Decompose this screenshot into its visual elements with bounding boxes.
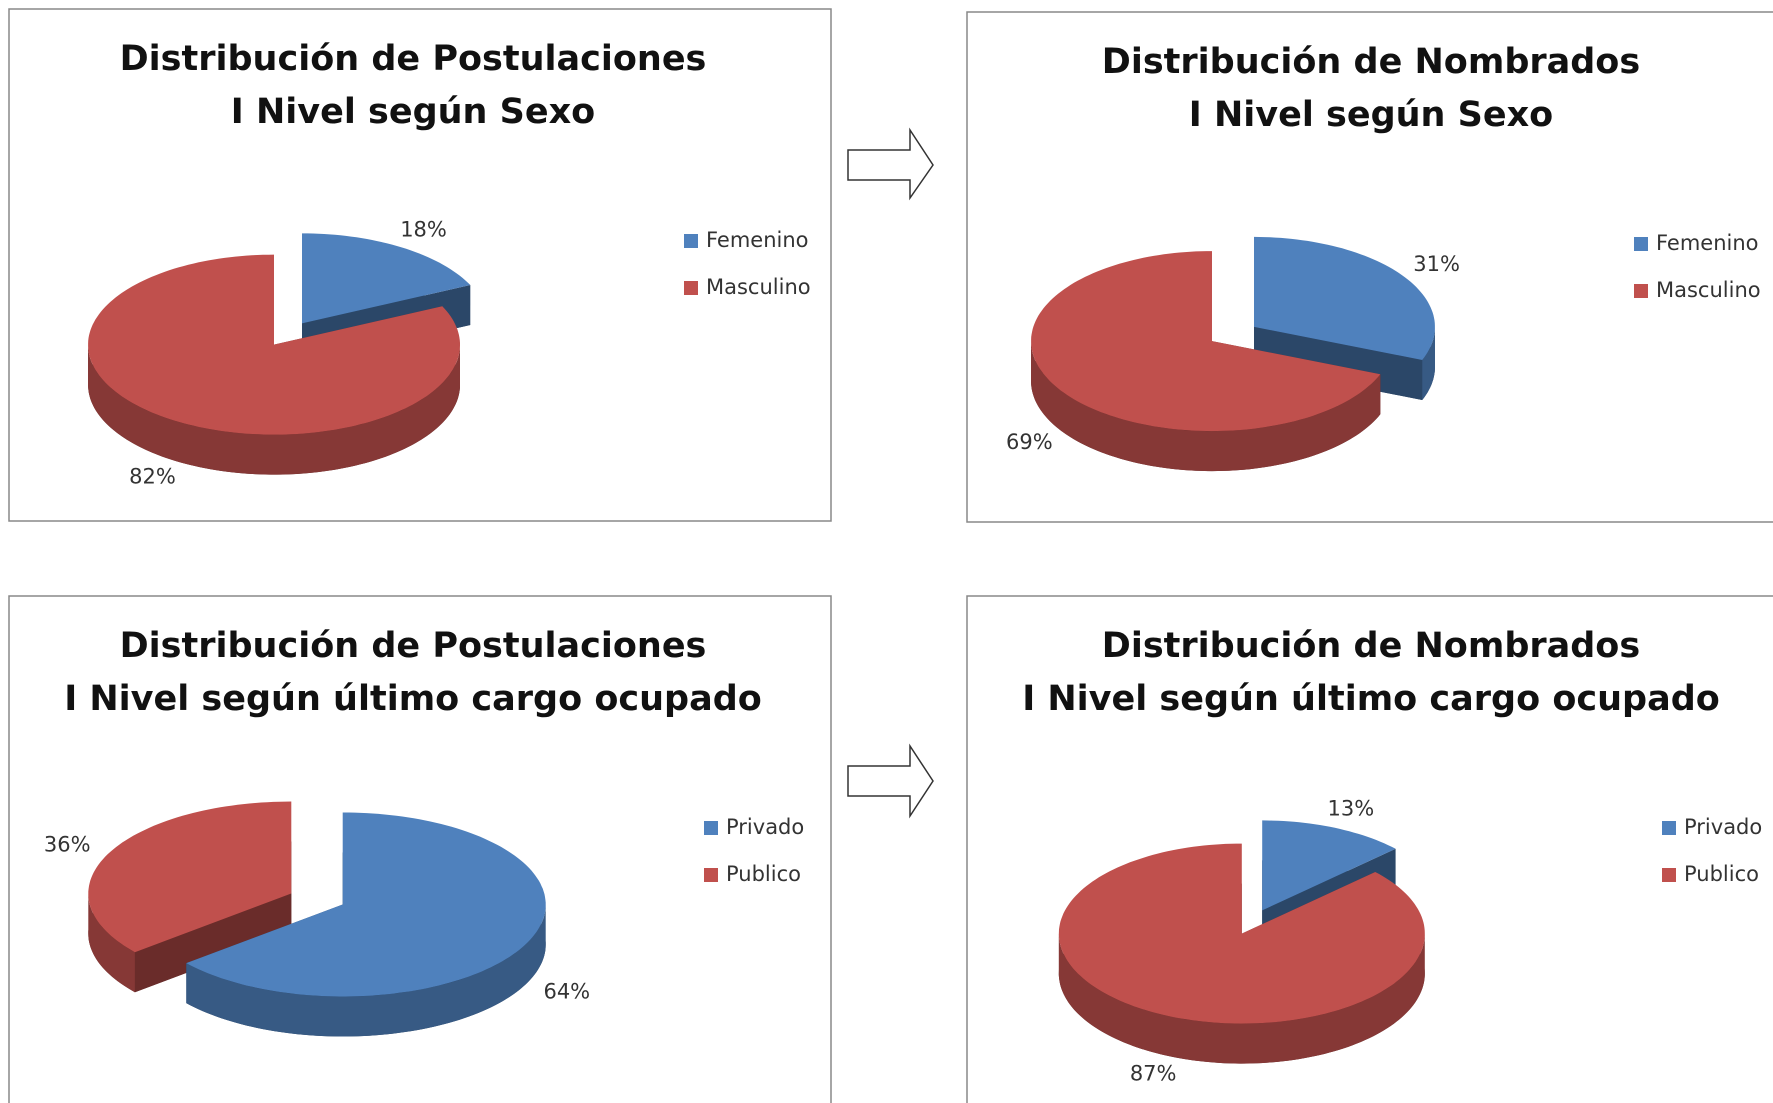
chart-title: Distribución de Postulaciones xyxy=(120,39,707,79)
data-label: 82% xyxy=(129,464,176,488)
slice-side xyxy=(1058,933,1425,1064)
slice-side xyxy=(1422,326,1435,400)
chart-title: I Nivel según último cargo ocupado xyxy=(64,679,762,719)
chart-title: I Nivel según último cargo ocupado xyxy=(1022,679,1720,719)
pie-slice xyxy=(186,812,546,997)
chart-title: I Nivel según Sexo xyxy=(231,92,595,132)
chart-panel: Distribución de Nombrados I Nivel según S… xyxy=(966,11,1773,523)
legend-label: Publico xyxy=(726,862,801,886)
pie-slice xyxy=(1058,843,1425,1024)
legend-label: Masculino xyxy=(706,275,811,299)
legend-swatch xyxy=(1662,821,1676,835)
data-label: 31% xyxy=(1413,252,1460,276)
data-label: 69% xyxy=(1006,430,1053,454)
chart-title: I Nivel según Sexo xyxy=(1189,95,1553,135)
pie-slice xyxy=(88,801,292,953)
pie-slice xyxy=(1262,820,1396,911)
chart-panel: Distribución de Postulaciones I Nivel seg… xyxy=(8,595,832,1103)
legend-swatch xyxy=(1634,284,1648,298)
data-label: 36% xyxy=(44,833,91,857)
chart-title: Distribución de Nombrados xyxy=(1102,626,1640,666)
slice-side xyxy=(1031,341,1381,472)
slice-side xyxy=(88,893,135,993)
data-label: 64% xyxy=(543,979,590,1003)
arrow xyxy=(847,127,934,201)
data-label: 18% xyxy=(400,218,447,242)
legend-label: Femenino xyxy=(706,228,809,252)
legend-swatch xyxy=(684,234,698,248)
pie-slice xyxy=(302,233,471,324)
legend-label: Privado xyxy=(726,815,804,839)
legend-label: Publico xyxy=(1684,862,1759,886)
pie-slice xyxy=(1254,236,1435,360)
legend-swatch xyxy=(684,281,698,295)
legend-label: Masculino xyxy=(1656,278,1761,302)
chart-title: Distribución de Postulaciones xyxy=(120,626,707,666)
pie-slice xyxy=(88,254,460,435)
legend-swatch xyxy=(1662,868,1676,882)
chart-panel: Distribución de Nombrados I Nivel según ú… xyxy=(966,595,1773,1103)
legend-swatch xyxy=(704,868,718,882)
pie-slice xyxy=(1031,251,1381,432)
data-label: 13% xyxy=(1327,797,1374,821)
legend-label: Femenino xyxy=(1656,231,1759,255)
legend-label: Privado xyxy=(1684,815,1762,839)
legend-swatch xyxy=(1634,237,1648,251)
data-label: 87% xyxy=(1130,1061,1177,1085)
slice-cut-face xyxy=(134,893,292,993)
slice-side xyxy=(88,344,460,475)
legend-swatch xyxy=(704,821,718,835)
chart-panel: Distribución de Postulaciones I Nivel seg… xyxy=(8,8,832,522)
slice-side xyxy=(186,904,546,1037)
chart-title: Distribución de Nombrados xyxy=(1102,42,1640,82)
arrow xyxy=(847,743,934,819)
